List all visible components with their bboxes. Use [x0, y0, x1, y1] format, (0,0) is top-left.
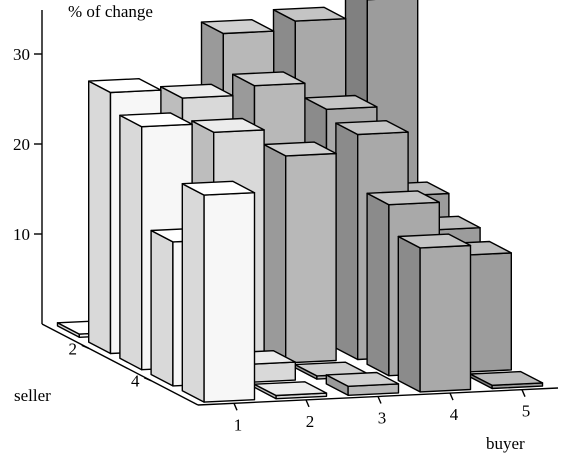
bar-seller-5-buyer-2 — [254, 382, 326, 399]
bar-seller-5-buyer-4 — [398, 234, 470, 392]
bars — [58, 0, 543, 402]
bar-seller-3-buyer-3 — [264, 142, 336, 363]
bar-seller-5-buyer-3 — [326, 373, 398, 396]
buyer-tick-label: 4 — [450, 405, 459, 424]
z-tick-label: 20 — [13, 135, 30, 154]
buyer-tick-mark — [306, 400, 309, 407]
seller-tick-label: 2 — [69, 339, 78, 358]
buyer-tick-label: 5 — [522, 402, 531, 421]
bar-seller-5-buyer-5 — [470, 372, 542, 389]
buyer-tick-mark — [522, 390, 525, 397]
z-tick-label: 10 — [13, 225, 30, 244]
buyer-tick-mark — [234, 403, 237, 410]
seller-axis-title: seller — [14, 386, 51, 405]
buyer-tick-label: 2 — [306, 412, 315, 431]
z-axis-title: % of change — [68, 2, 153, 21]
bar-seller-5-buyer-1 — [182, 181, 254, 402]
buyer-tick-label: 1 — [234, 415, 243, 434]
buyer-tick-mark — [450, 393, 453, 400]
z-tick-label: 30 — [13, 45, 30, 64]
seller-tick-label: 4 — [131, 372, 140, 391]
buyer-tick-mark — [378, 397, 381, 404]
buyer-tick-label: 3 — [378, 409, 387, 428]
buyer-axis-title: buyer — [486, 434, 525, 453]
